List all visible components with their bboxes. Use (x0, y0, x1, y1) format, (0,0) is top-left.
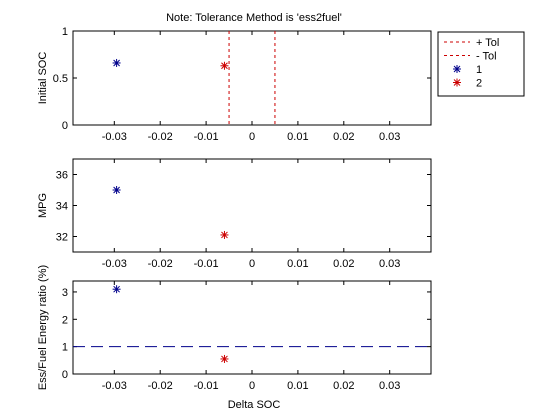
axes-mpg: -0.03 -0.02 -0.01 0 0.01 0.02 0.03 32 34 36 MPG (37, 158, 432, 270)
data-point-series-1 (112, 186, 121, 194)
y-tick-label: 36 (56, 170, 68, 182)
star-stroke (113, 285, 120, 293)
legend-label: - Tol (476, 51, 497, 63)
x-tick-label: -0.03 (102, 131, 127, 143)
x-tick-label: -0.02 (148, 380, 173, 392)
data-point-series-1 (112, 285, 121, 294)
x-tick-label: 0.01 (287, 131, 308, 143)
x-tick-label: -0.02 (148, 258, 173, 270)
plot-frame (72, 280, 432, 375)
legend-label: 1 (476, 64, 482, 76)
x-tick-label: 0 (249, 380, 255, 392)
x-tick-label: 0.03 (379, 380, 400, 392)
y-tick-label: 0 (62, 369, 68, 381)
x-tick-label: 0.03 (379, 258, 400, 270)
x-tick-label: 0 (249, 131, 255, 143)
legend-box (437, 31, 525, 97)
x-tick-label: 0.03 (379, 131, 400, 143)
star-stroke (453, 79, 461, 86)
x-tick-label: -0.01 (194, 131, 219, 143)
figure-title: Note: Tolerance Method is 'ess2fuel' (166, 12, 342, 24)
legend-label: 2 (476, 78, 482, 90)
y-tick-label: 34 (56, 201, 68, 213)
y-axis-label: MPG (37, 193, 49, 218)
x-tick-label: -0.01 (194, 380, 219, 392)
y-tick-label: 32 (56, 232, 68, 244)
x-tick-label: 0.01 (287, 380, 308, 392)
data-point-series-1 (112, 58, 121, 67)
plot-frame (72, 30, 432, 126)
y-tick-label: 1 (62, 26, 68, 38)
x-tick-label: 0.02 (333, 258, 354, 270)
data-point-series-2 (220, 61, 229, 70)
star-stroke (221, 62, 228, 70)
x-tick-label: 0.02 (333, 131, 354, 143)
y-axis-label: Initial SOC (37, 52, 49, 105)
axes-initial-soc: -0.03 -0.02 -0.01 0 0.01 0.02 0.03 0 0.5 1 Initial… (37, 26, 432, 143)
y-axis-label: Ess/Fuel Energy ratio (%) (37, 265, 49, 390)
legend-marker-swatch (453, 78, 461, 87)
x-tick-label: -0.03 (102, 380, 127, 392)
y-tick-label: 2 (62, 314, 68, 326)
y-tick-label: 1 (62, 342, 68, 354)
x-axis-label: Delta SOC (228, 399, 281, 411)
data-point-series-2 (220, 230, 229, 239)
star-stroke (113, 186, 120, 194)
star-stroke (221, 231, 228, 239)
x-tick-label: -0.03 (102, 258, 127, 270)
plot-frame (72, 158, 432, 253)
legend-label: + Tol (476, 37, 499, 49)
legend-marker-swatch (453, 65, 461, 73)
y-tick-label: 0.5 (53, 73, 68, 85)
data-point-series-2 (220, 354, 229, 363)
y-tick-label: 0 (62, 120, 68, 132)
star-stroke (453, 65, 461, 73)
star-stroke (221, 355, 228, 363)
axes-energy-ratio: -0.03 -0.02 -0.01 0 0.01 0.02 0.03 0 1 2 3 Ess/Fuel… (37, 265, 432, 392)
y-tick-label: 3 (62, 287, 68, 299)
x-tick-label: 0 (249, 258, 255, 270)
x-tick-label: -0.02 (148, 131, 173, 143)
x-tick-label: 0.01 (287, 258, 308, 270)
x-tick-label: -0.01 (194, 258, 219, 270)
x-tick-label: 0.02 (333, 380, 354, 392)
star-stroke (113, 59, 120, 67)
